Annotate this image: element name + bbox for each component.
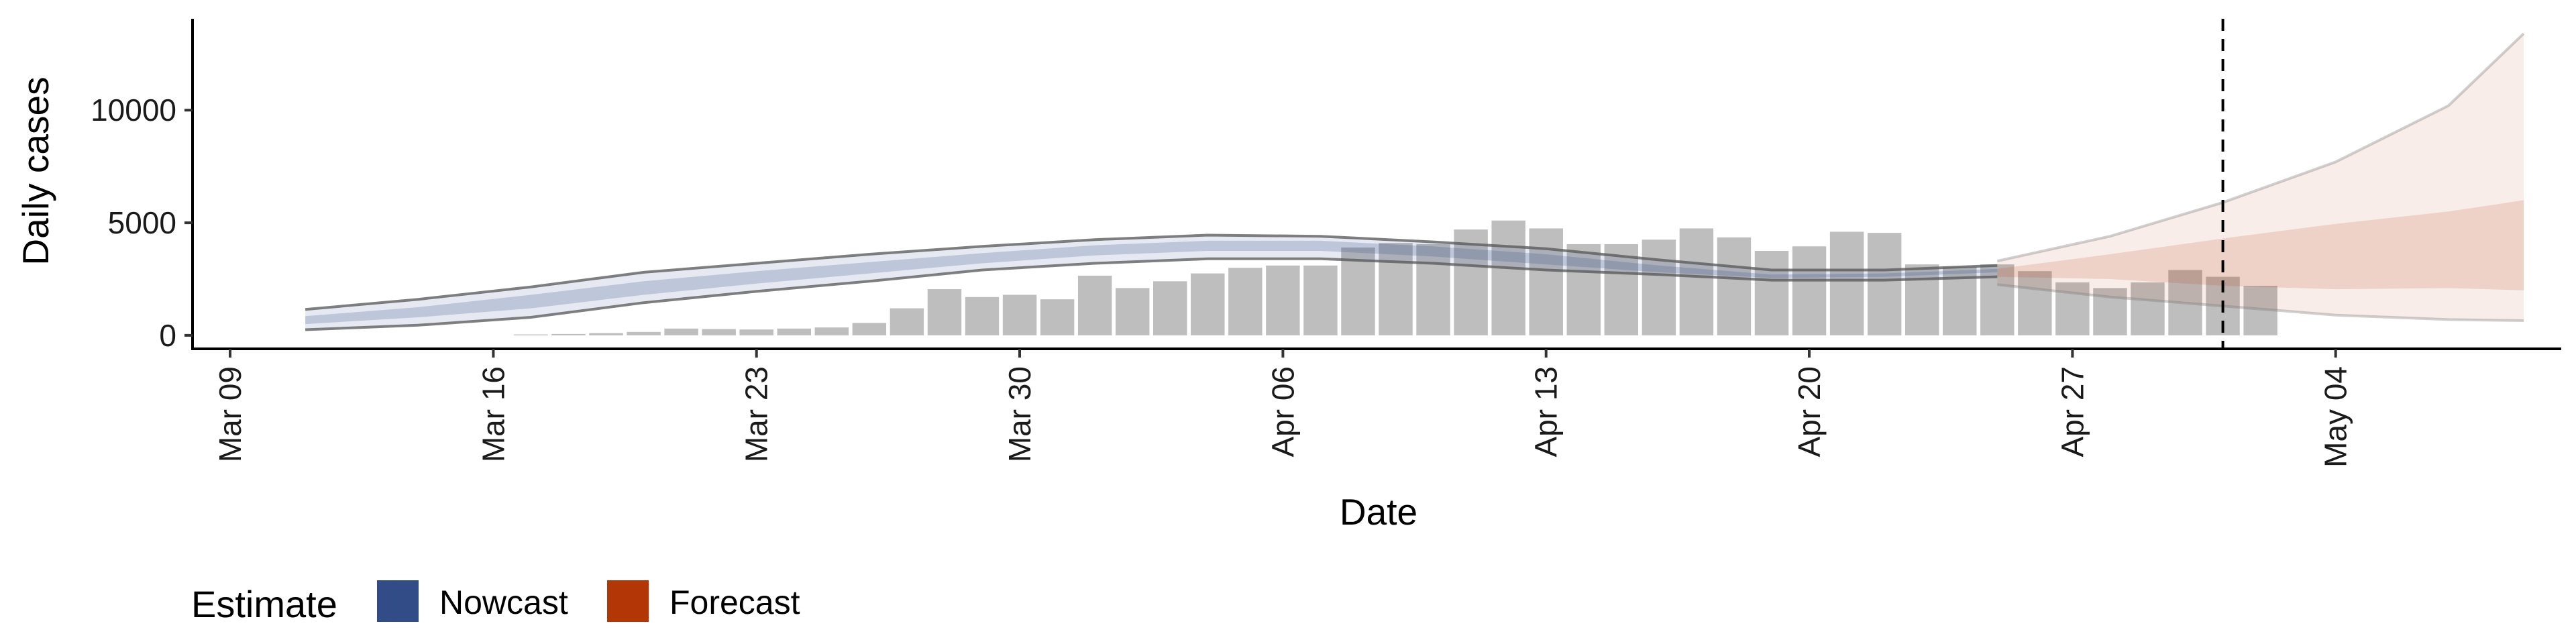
forecast-lower-line	[1997, 283, 2524, 322]
bar-2020-03-30	[1002, 294, 1037, 335]
bar-2020-04-09	[1379, 243, 1413, 335]
legend: Estimate Nowcast Forecast	[191, 580, 800, 625]
legend-label-forecast: Forecast	[669, 584, 800, 621]
bar-2020-03-19	[589, 333, 623, 335]
bar-2020-03-18	[551, 333, 586, 335]
bar-2020-05-02	[2243, 286, 2277, 335]
bar-2020-04-27	[2055, 282, 2090, 335]
bar-2020-03-31	[1040, 299, 1075, 335]
bar-2020-04-22	[1867, 233, 1902, 335]
bar-2020-04-14	[1566, 244, 1601, 335]
x-tick-label-1: Mar 16	[476, 366, 511, 462]
bar-2020-04-19	[1754, 251, 1789, 335]
y-tick-label-0: 0	[159, 318, 176, 353]
legend-swatch-nowcast	[377, 580, 419, 622]
legend-label-nowcast: Nowcast	[439, 584, 568, 621]
x-tick-label-8: May 04	[2318, 366, 2353, 468]
bar-2020-03-24	[777, 328, 811, 335]
bar-2020-04-18	[1717, 237, 1752, 335]
x-tick-label-3: Mar 30	[1002, 366, 1037, 462]
bar-2020-04-23	[1904, 264, 1939, 335]
bar-2020-04-12	[1491, 220, 1525, 335]
bar-2020-03-29	[965, 297, 1000, 335]
bar-2020-04-08	[1341, 247, 1375, 335]
nowcast-upper-line	[305, 233, 1998, 311]
bar-2020-03-20	[627, 331, 661, 335]
bar-2020-04-21	[1829, 231, 1864, 335]
bar-2020-04-05	[1228, 268, 1263, 335]
x-tick-label-2: Mar 23	[739, 366, 774, 462]
bar-2020-03-28	[927, 289, 962, 335]
bar-2020-03-27	[890, 308, 924, 335]
bar-2020-03-22	[702, 329, 736, 335]
bar-2020-04-11	[1454, 229, 1488, 335]
x-tick-label-4: Apr 06	[1265, 366, 1300, 458]
y-tick-label-5000: 5000	[108, 205, 176, 240]
forecast-upper-line	[1996, 32, 2525, 263]
bar-2020-04-02	[1115, 288, 1150, 335]
bar-2020-04-03	[1153, 281, 1187, 335]
nowcast-band-90	[305, 235, 1998, 330]
legend-swatch-forecast	[607, 580, 649, 622]
bar-2020-04-15	[1604, 244, 1639, 335]
bar-2020-04-16	[1642, 239, 1676, 335]
bar-2020-04-30	[2168, 270, 2202, 335]
bar-2020-04-01	[1077, 275, 1112, 335]
x-tick-label-7: Apr 27	[2055, 366, 2090, 458]
bar-2020-03-26	[852, 323, 887, 335]
legend-title: Estimate	[191, 583, 337, 625]
bar-2020-04-07	[1303, 265, 1338, 335]
bar-2020-03-21	[664, 328, 698, 335]
bar-2020-04-04	[1191, 273, 1225, 335]
forecast-band-50	[1997, 200, 2524, 290]
axes-group: 0 5000 10000 Mar 09 Mar 16 Mar 23 Mar 30 Apr 06…	[91, 19, 2561, 468]
bar-2020-04-29	[2131, 282, 2165, 335]
nowcast-lower-line	[305, 257, 1998, 331]
bar-2020-03-25	[814, 327, 849, 335]
bar-2020-04-20	[1792, 246, 1827, 335]
bar-2020-04-13	[1529, 228, 1563, 335]
bar-2020-03-23	[739, 329, 773, 335]
x-tick-label-6: Apr 20	[1792, 366, 1827, 458]
x-axis-title: Date	[1340, 491, 1417, 533]
x-tick-label-0: Mar 09	[213, 366, 248, 462]
bar-2020-04-06	[1266, 265, 1300, 335]
bar-2020-04-28	[2093, 288, 2127, 335]
x-tick-label-5: Apr 13	[1529, 366, 1564, 458]
bands-group	[305, 32, 2525, 331]
bar-2020-04-17	[1679, 228, 1714, 335]
bars-group	[514, 220, 2277, 335]
bar-2020-04-26	[2018, 271, 2052, 335]
bar-2020-04-10	[1416, 244, 1450, 335]
y-tick-label-10000: 10000	[91, 93, 176, 127]
forecast-band-90	[1997, 34, 2524, 321]
y-axis-title: Daily cases	[15, 76, 56, 265]
nowcast-band-50	[305, 240, 1998, 325]
